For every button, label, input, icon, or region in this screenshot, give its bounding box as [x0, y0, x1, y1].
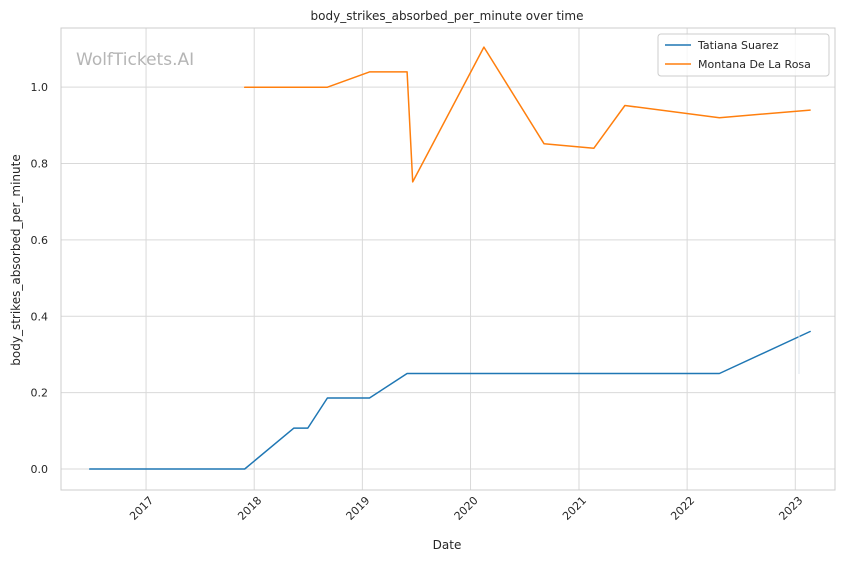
series-line-montana-de-la-rosa: [243, 46, 811, 183]
plot-area-frame: [60, 27, 836, 491]
legend-box: [657, 33, 830, 77]
series-layer: [88, 46, 811, 470]
y-tick-label-0.4: 0.4: [31, 310, 49, 323]
watermark: WolfTickets.AI: [76, 50, 194, 70]
x-axis-title: Date: [433, 538, 462, 552]
legend-label-tatiana-suarez: Tatiana Suarez: [697, 39, 779, 52]
y-tick-label-0.8: 0.8: [31, 158, 49, 171]
y-tick-label-0.6: 0.6: [31, 234, 49, 247]
chart-title: body_strikes_absorbed_per_minute over ti…: [311, 9, 584, 23]
y-tick-labels: 0.0 0.2 0.4 0.6 0.8 1.0: [31, 81, 49, 476]
y-tick-label-0.2: 0.2: [31, 387, 49, 400]
x-gridlines: [145, 28, 796, 490]
y-tick-label-0.0: 0.0: [31, 463, 49, 476]
y-gridlines: [61, 86, 835, 470]
y-axis-title: body_strikes_absorbed_per_minute: [9, 154, 23, 365]
legend-label-montana-de-la-rosa: Montana De La Rosa: [698, 58, 811, 71]
y-tick-label-1.0: 1.0: [31, 81, 49, 94]
legend: Tatiana Suarez Montana De La Rosa: [657, 33, 830, 77]
series-line-tatiana-suarez: [88, 330, 811, 470]
